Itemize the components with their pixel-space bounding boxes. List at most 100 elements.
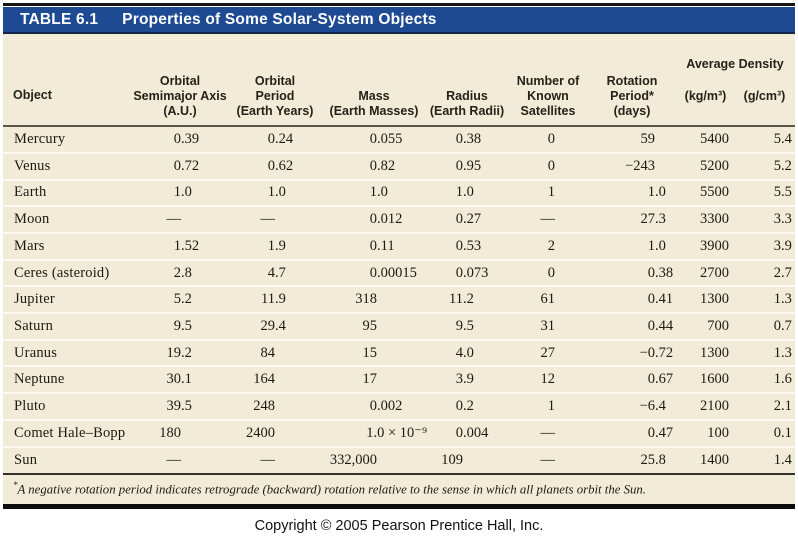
density-group-title: Average Density <box>686 57 784 72</box>
cell-orbital_semimajor_axis_au: 39.5 <box>166 397 192 414</box>
cell-avg_density_g_cm3: 5.4 <box>773 131 792 148</box>
cell-avg_density_kg_m3: 2100 <box>700 397 729 414</box>
cell-avg_density_kg_m3: 1300 <box>700 344 729 361</box>
col-header-radius: Radius (Earth Radii) <box>429 88 505 118</box>
cell-orbital_period_earth_years: 1.9 <box>267 237 286 254</box>
cell-mass_earth_masses: 0.11 <box>369 237 395 254</box>
table-header: Object Orbital Semimajor Axis (A.U.) Orb… <box>3 34 795 127</box>
cell-orbital_period_earth_years: 164 <box>253 371 275 388</box>
cell-number_known_satellites: 12 <box>540 371 556 388</box>
cell-radius_earth_radii: 0.004 <box>455 424 489 441</box>
cell-number_known_satellites: 27 <box>540 344 556 361</box>
table-6-1-card: TABLE 6.1 Properties of Some Solar-Syste… <box>3 3 795 510</box>
cell-avg_density_g_cm3: 0.7 <box>773 317 792 334</box>
cell-orbital_semimajor_axis_au: 180 <box>159 424 181 441</box>
cell-avg_density_kg_m3: 5500 <box>700 184 729 201</box>
cell-orbital_period_earth_years: 4.7 <box>267 264 286 281</box>
cell-object: Comet Hale–Bopp <box>14 424 126 441</box>
cell-number_known_satellites: 1 <box>547 184 555 201</box>
cell-object: Jupiter <box>14 291 55 308</box>
cell-radius_earth_radii: 4.0 <box>455 344 474 361</box>
cell-radius_earth_radii: 11.2 <box>449 291 474 308</box>
cell-avg_density_kg_m3: 5400 <box>700 131 729 148</box>
cell-rotation_period_days: 0.44 <box>647 317 674 334</box>
cell-avg_density_kg_m3: 700 <box>707 317 729 334</box>
cell-avg_density_g_cm3: 5.2 <box>773 157 792 174</box>
cell-number_known_satellites: — <box>540 211 556 228</box>
cell-avg_density_kg_m3: 3900 <box>700 237 729 254</box>
cell-avg_density_g_cm3: 5.5 <box>773 184 792 201</box>
cell-radius_earth_radii: 0.53 <box>455 237 482 254</box>
cell-avg_density_kg_m3: 3300 <box>700 211 729 228</box>
cell-number_known_satellites: — <box>540 424 556 441</box>
cell-number_known_satellites: 31 <box>540 317 556 334</box>
cell-object: Neptune <box>14 371 65 388</box>
cell-mass_earth_masses: 15 <box>362 344 378 361</box>
cell-orbital_period_earth_years: 11.9 <box>261 291 286 308</box>
cell-avg_density_kg_m3: 2700 <box>700 264 729 281</box>
cell-avg_density_g_cm3: 3.3 <box>773 211 792 228</box>
cell-mass_earth_masses: 0.82 <box>369 157 396 174</box>
cell-radius_earth_radii: 3.9 <box>455 371 474 388</box>
cell-orbital_semimajor_axis_au: 2.8 <box>173 264 192 281</box>
cell-radius_earth_radii: 109 <box>441 451 463 468</box>
cell-mass_earth_masses: 318 <box>355 291 377 308</box>
cell-avg_density_g_cm3: 1.3 <box>773 344 792 361</box>
cell-object: Pluto <box>14 397 46 414</box>
table-row: Moon — — 0.012 0.27 — 27.3 3300 3.3 <box>3 206 795 233</box>
cell-mass_earth_masses: 1.0 <box>369 184 388 201</box>
cell-number_known_satellites: 1 <box>547 397 555 414</box>
table-title-bar: TABLE 6.1 Properties of Some Solar-Syste… <box>3 7 795 34</box>
cell-mass_earth_masses: 332,000 <box>329 451 377 468</box>
cell-orbital_period_earth_years: 84 <box>260 344 276 361</box>
cell-orbital_semimajor_axis_au: — <box>166 211 182 228</box>
cell-avg_density_kg_m3: 1600 <box>700 371 729 388</box>
table-row: Ceres (asteroid) 2.8 4.7 0.00015 0.073 0 0.38 2… <box>3 259 795 287</box>
cell-radius_earth_radii: 0.38 <box>455 131 482 148</box>
cell-avg_density_g_cm3: 2.1 <box>773 397 792 414</box>
col-header-average-density: Average Density (kg/m³) (g/cm³) <box>675 34 795 126</box>
cell-orbital_semimajor_axis_au: 0.39 <box>173 131 200 148</box>
cell-rotation_period_days: 59 <box>640 131 656 148</box>
table-row: Saturn 9.5 29.4 95 9.5 31 0.44 700 0.7 <box>3 313 795 340</box>
table-row: Mars 1.52 1.9 0.11 0.53 2 1.0 3900 3.9 <box>3 233 795 260</box>
density-units: (kg/m³) (g/cm³) <box>676 89 794 104</box>
cell-avg_density_g_cm3: 1.4 <box>773 451 792 468</box>
table-row: Uranus 19.2 84 15 4.0 27 −0.72 1300 1.3 <box>3 339 795 367</box>
copyright-line: Copyright © 2005 Pearson Prentice Hall, … <box>3 509 795 542</box>
table-title: Properties of Some Solar-System Objects <box>122 10 437 28</box>
col-header-rotation-period: Rotation Period* (days) <box>606 73 658 119</box>
cell-avg_density_g_cm3: 3.9 <box>773 237 792 254</box>
footnote-marker: * <box>13 480 18 491</box>
cell-object: Moon <box>14 211 50 228</box>
cell-object: Mars <box>14 237 45 254</box>
header-row: Object Orbital Semimajor Axis (A.U.) Orb… <box>3 34 795 127</box>
cell-orbital_period_earth_years: — <box>260 211 276 228</box>
page: TABLE 6.1 Properties of Some Solar-Syste… <box>3 3 795 534</box>
cell-rotation_period_days: −6.4 <box>639 397 666 414</box>
table-body: Mercury 0.39 0.24 0.055 0.38 0 59 5400 5.4 Venus 0… <box>3 126 795 473</box>
col-header-object: Object <box>13 88 52 102</box>
cell-rotation_period_days: 0.41 <box>647 291 674 308</box>
table-row: Jupiter 5.2 11.9 318 11.2 61 0.41 1300 1.3 <box>3 286 795 313</box>
cell-radius_earth_radii: 9.5 <box>455 317 474 334</box>
col-header-semimajor-axis: Orbital Semimajor Axis (A.U.) <box>133 73 227 119</box>
cell-number_known_satellites: 0 <box>547 264 555 281</box>
cell-orbital_period_earth_years: 1.0 <box>267 184 286 201</box>
cell-orbital_semimajor_axis_au: 5.2 <box>173 291 192 308</box>
cell-mass_earth_masses: 0.00015 <box>369 264 417 281</box>
cell-number_known_satellites: 0 <box>547 131 555 148</box>
cell-number_known_satellites: 61 <box>540 291 556 308</box>
table-row: Sun — — 332,000 109 — 25.8 1400 1.4 <box>3 446 795 474</box>
cell-avg_density_g_cm3: 1.6 <box>773 371 792 388</box>
cell-object: Venus <box>14 157 51 174</box>
cell-orbital_semimajor_axis_au: 0.72 <box>173 157 200 174</box>
col-header-satellites: Number of Known Satellites <box>516 73 580 119</box>
cell-rotation_period_days: 25.8 <box>640 451 666 468</box>
cell-rotation_period_days: 0.47 <box>647 424 674 441</box>
cell-mass_earth_masses: 0.002 <box>369 397 403 414</box>
table-row: Mercury 0.39 0.24 0.055 0.38 0 59 5400 5.4 <box>3 126 795 153</box>
cell-radius_earth_radii: 0.27 <box>455 211 482 228</box>
cell-number_known_satellites: 0 <box>547 157 555 174</box>
cell-orbital_period_earth_years: 0.62 <box>267 157 294 174</box>
